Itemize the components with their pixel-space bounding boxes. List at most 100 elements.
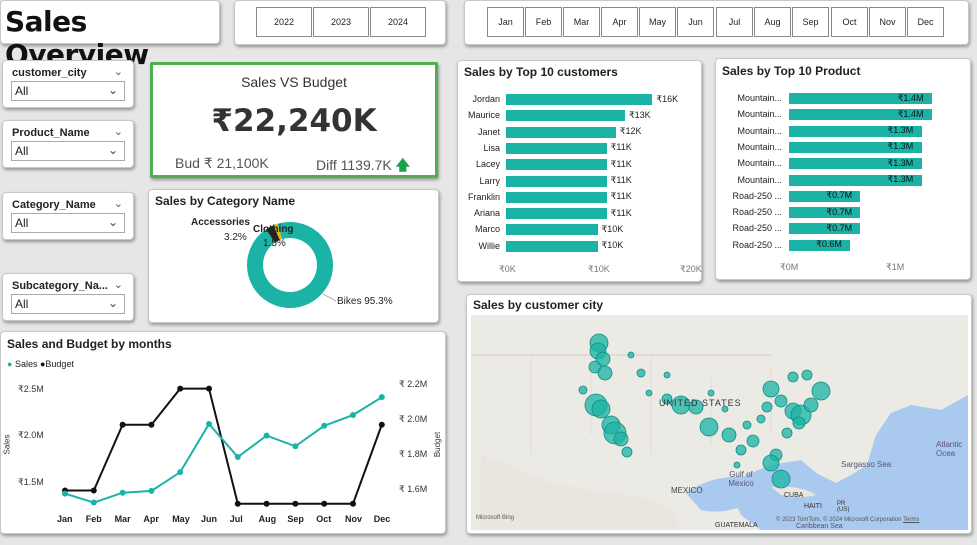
bar[interactable] [789,207,861,219]
bar[interactable] [506,142,607,154]
bar[interactable] [789,190,861,202]
month-nov-button[interactable]: Nov [869,7,906,37]
point-budget[interactable] [292,500,299,507]
city-bubble[interactable] [756,414,766,424]
chevron-down-icon[interactable]: ⌄ [113,279,123,291]
point-sales[interactable] [90,499,97,506]
city-bubble[interactable] [735,444,747,456]
year-2024-button[interactable]: 2024 [370,7,426,37]
bar[interactable] [506,208,607,220]
point-sales[interactable] [62,490,68,497]
subcategory-name-dropdown[interactable]: All ⌄ [11,294,125,314]
map-canvas[interactable]: UNITED STATES MEXICO Gulf of Mexico Sarg… [471,315,968,530]
point-sales[interactable] [263,432,270,439]
city-bubble[interactable] [803,397,819,413]
point-budget[interactable] [321,500,328,507]
bar[interactable] [506,159,607,171]
city-bubble[interactable] [781,427,793,439]
point-sales[interactable] [177,469,184,476]
month-jul-button[interactable]: Jul [716,7,753,37]
month-sep-button[interactable]: Sep [792,7,829,37]
bar[interactable] [506,110,625,122]
year-2023-button[interactable]: 2023 [313,7,369,37]
bar[interactable] [506,224,598,236]
city-bubble[interactable] [787,371,799,383]
bar[interactable] [789,125,922,137]
point-sales[interactable] [119,489,126,496]
bar[interactable] [789,158,922,170]
city-bubble[interactable] [771,469,791,489]
bar[interactable] [789,93,932,104]
terms-link[interactable]: Terms [903,517,920,523]
city-bubble[interactable] [699,417,719,437]
chevron-down-icon[interactable]: ⌄ [113,66,123,78]
city-bubble[interactable] [663,371,671,379]
donut-slice-clothing[interactable] [273,223,283,241]
month-aug-button[interactable]: Aug [754,7,791,37]
city-bubble[interactable] [733,461,741,469]
city-bubble[interactable] [597,365,613,381]
bar[interactable] [506,126,616,138]
point-sales[interactable] [234,454,241,460]
bar[interactable] [506,191,607,203]
point-sales[interactable] [350,412,356,419]
point-sales[interactable] [292,443,299,450]
point-budget[interactable] [350,500,356,507]
bar[interactable] [789,109,932,121]
month-apr-button[interactable]: Apr [601,7,638,37]
point-budget[interactable] [234,500,241,507]
city-bubble[interactable] [688,399,704,415]
month-mar-button[interactable]: Mar [563,7,600,37]
city-bubble[interactable] [774,394,788,408]
customer-city-dropdown[interactable]: All ⌄ [11,81,125,101]
city-bubble[interactable] [762,454,780,472]
city-bubble[interactable] [742,420,752,430]
donut-slice-accessories[interactable] [266,225,280,243]
city-bubble[interactable] [636,368,646,378]
bar[interactable] [789,141,922,153]
month-may-button[interactable]: May [639,7,676,37]
point-budget[interactable] [119,421,126,428]
bar[interactable] [789,239,851,251]
month-oct-button[interactable]: Oct [831,7,868,37]
bar[interactable] [789,223,861,235]
month-dec-button[interactable]: Dec [907,7,944,37]
year-2022-button[interactable]: 2022 [256,7,312,37]
city-bubble[interactable] [746,434,760,448]
city-bubble[interactable] [627,351,635,359]
point-budget[interactable] [148,421,155,428]
month-feb-button[interactable]: Feb [525,7,562,37]
donut-slice-bikes[interactable] [247,222,333,308]
chevron-down-icon[interactable]: ⌄ [113,126,123,138]
city-bubble[interactable] [613,431,629,447]
line-budget[interactable] [65,387,383,505]
point-sales[interactable] [321,422,328,429]
city-bubble[interactable] [761,401,773,413]
point-sales[interactable] [148,487,155,494]
bar[interactable] [506,94,653,105]
bar[interactable] [506,240,598,252]
city-bubble[interactable] [801,369,813,381]
city-bubble[interactable] [721,427,737,443]
month-jan-button[interactable]: Jan [487,7,524,37]
month-jun-button[interactable]: Jun [677,7,714,37]
category-name-dropdown[interactable]: All ⌄ [11,213,125,233]
city-bubble[interactable] [707,389,715,397]
line-sales[interactable] [64,396,383,504]
point-budget[interactable] [378,421,385,428]
bar[interactable] [789,174,922,186]
city-bubble[interactable] [621,446,633,458]
city-bubble[interactable] [811,381,831,401]
point-budget[interactable] [90,487,97,494]
city-bubble[interactable] [661,393,673,405]
point-budget[interactable] [206,385,212,392]
city-bubble[interactable] [721,405,729,413]
point-sales[interactable] [378,394,385,401]
city-bubble[interactable] [578,385,588,395]
city-bubble[interactable] [792,416,806,430]
city-bubble[interactable] [591,399,611,419]
city-bubble[interactable] [645,389,653,397]
bar[interactable] [506,175,607,187]
point-budget[interactable] [177,385,184,392]
chevron-down-icon[interactable]: ⌄ [113,198,123,210]
